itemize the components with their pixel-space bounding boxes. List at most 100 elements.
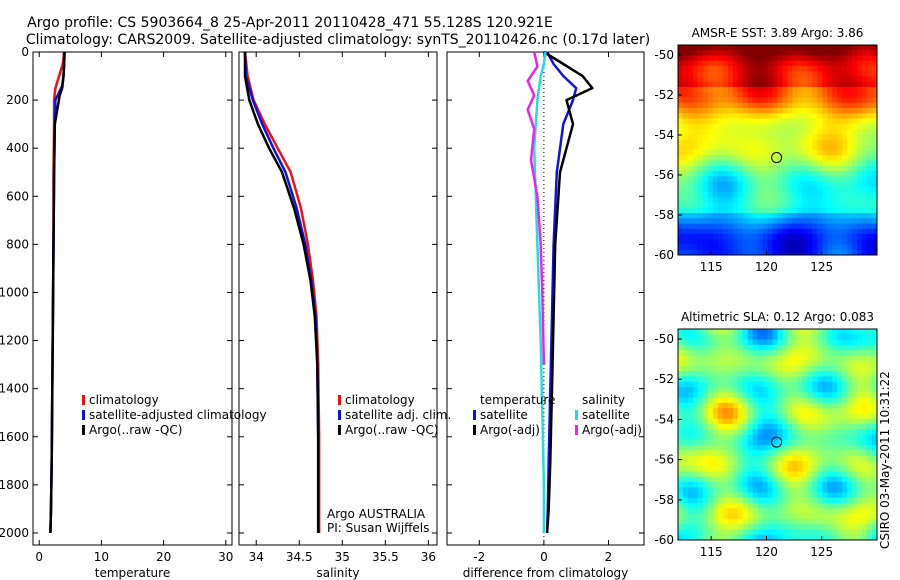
- heatmap-cell: [807, 392, 813, 398]
- heatmap-cell: [782, 97, 788, 104]
- heatmap-cell: [837, 92, 843, 98]
- heatmap-cell: [678, 471, 684, 478]
- heatmap-cell: [837, 76, 843, 83]
- heatmap-cell: [692, 355, 699, 362]
- heatmap-cell: [867, 213, 873, 219]
- heatmap-cell: [697, 66, 704, 72]
- heatmap-cell: [842, 192, 848, 198]
- heatmap-cell: [837, 402, 843, 409]
- heatmap-cell: [692, 513, 699, 520]
- heatmap-cell: [787, 387, 793, 393]
- heatmap-cell: [747, 329, 754, 335]
- heatmap-cell: [752, 45, 759, 51]
- heatmap-cell: [682, 108, 689, 114]
- heatmap-cell: [847, 450, 853, 456]
- map-y-tick-label: -54: [654, 412, 674, 426]
- heatmap-cell: [857, 139, 863, 146]
- heatmap-cell: [872, 355, 878, 362]
- heatmap-cell: [727, 123, 734, 130]
- heatmap-cell: [847, 423, 853, 430]
- heatmap-cell: [867, 503, 873, 509]
- heatmap-cell: [787, 534, 793, 541]
- heatmap-cell: [747, 118, 754, 125]
- heatmap-cell: [727, 228, 734, 235]
- heatmap-cell: [692, 365, 699, 372]
- heatmap-cell: [782, 402, 788, 409]
- heatmap-cell: [707, 466, 714, 472]
- heatmap-cell: [852, 397, 858, 404]
- heatmap-cell: [737, 408, 744, 414]
- heatmap-cell: [782, 513, 788, 520]
- heatmap-cell: [747, 129, 754, 135]
- temp-legend-item-label: satellite-adjusted climatology: [89, 408, 267, 422]
- heatmap-cell: [717, 202, 724, 209]
- heatmap-cell: [797, 450, 803, 456]
- x-tick-label: 2: [605, 550, 613, 564]
- temp-series-line: [49, 51, 66, 534]
- heatmap-cell: [812, 529, 818, 536]
- heatmap-cell: [777, 524, 783, 530]
- heatmap-cell: [867, 455, 873, 462]
- heatmap-cell: [727, 202, 734, 209]
- heatmap-cell: [862, 207, 868, 214]
- heatmap-cell: [762, 476, 768, 483]
- heatmap-cell: [787, 202, 793, 209]
- heatmap-cell: [742, 455, 749, 462]
- heatmap-cell: [762, 371, 768, 377]
- heatmap-cell: [687, 202, 694, 209]
- heatmap-cell: [682, 481, 689, 488]
- heatmap-cell: [872, 350, 878, 356]
- heatmap-cell: [717, 60, 724, 67]
- heatmap-cell: [752, 392, 759, 398]
- heatmap-cell: [762, 87, 768, 93]
- heatmap-cell: [712, 413, 719, 420]
- heatmap-cell: [862, 445, 868, 451]
- map-x-tick-label: 120: [755, 545, 778, 559]
- heatmap-cell: [747, 123, 754, 130]
- heatmap-cell: [817, 108, 823, 114]
- heatmap-cell: [802, 376, 808, 383]
- heatmap-cell: [737, 134, 744, 140]
- heatmap-cell: [692, 392, 699, 398]
- heatmap-cell: [742, 371, 749, 377]
- heatmap-cell: [697, 397, 704, 404]
- heatmap-cell: [862, 350, 868, 356]
- heatmap-cell: [832, 350, 838, 356]
- heatmap-cell: [812, 155, 818, 161]
- heatmap-cell: [767, 160, 773, 167]
- heatmap-cell: [802, 50, 808, 56]
- heatmap-cell: [822, 171, 828, 177]
- heatmap-cell: [767, 460, 773, 467]
- heatmap-cell: [862, 492, 868, 499]
- heatmap-cell: [732, 413, 739, 420]
- heatmap-cell: [827, 513, 833, 520]
- heatmap-cell: [697, 223, 704, 230]
- heatmap-cell: [772, 239, 778, 245]
- heatmap-cell: [807, 455, 813, 462]
- heatmap-cell: [747, 223, 754, 230]
- heatmap-cell: [762, 76, 768, 83]
- heatmap-cell: [737, 144, 744, 151]
- heatmap-cell: [872, 71, 878, 77]
- heatmap-cell: [867, 402, 873, 409]
- heatmap-cell: [847, 76, 853, 83]
- heatmap-cell: [767, 524, 773, 530]
- heatmap-cell: [752, 402, 759, 409]
- heatmap-cell: [697, 466, 704, 472]
- heatmap-cell: [727, 192, 734, 198]
- heatmap-cell: [707, 202, 714, 209]
- heatmap-cell: [857, 418, 863, 425]
- heatmap-cell: [772, 413, 778, 420]
- heatmap-cell: [678, 434, 684, 441]
- heatmap-cell: [847, 508, 853, 515]
- heatmap-cell: [707, 87, 714, 93]
- heatmap-cell: [722, 197, 729, 203]
- heatmap-cell: [872, 360, 878, 367]
- heatmap-cell: [807, 118, 813, 125]
- heatmap-cell: [712, 213, 719, 219]
- heatmap-cell: [802, 213, 808, 219]
- heatmap-cell: [802, 524, 808, 530]
- heatmap-cell: [797, 139, 803, 146]
- heatmap-cell: [737, 150, 744, 156]
- heatmap-cell: [867, 171, 873, 177]
